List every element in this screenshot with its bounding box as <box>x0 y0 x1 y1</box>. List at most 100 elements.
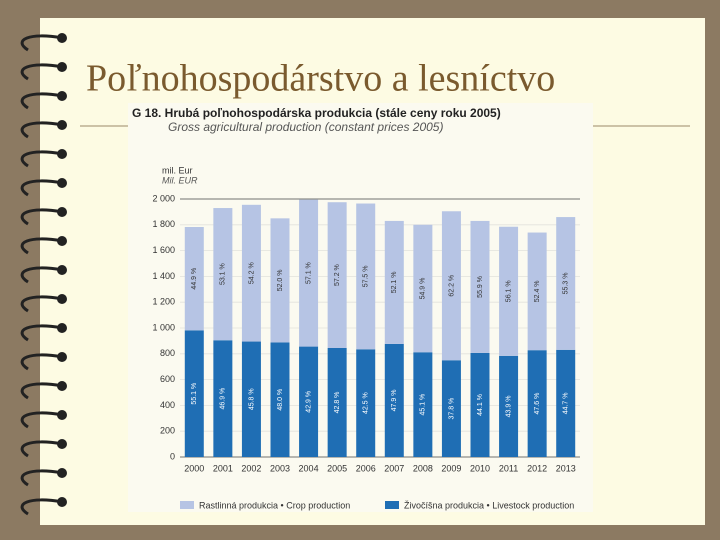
bar-segment <box>556 217 576 350</box>
ring-hole <box>57 120 67 130</box>
ring-hole <box>57 497 67 507</box>
ring <box>20 179 63 197</box>
share-label: 55.1 % <box>191 383 198 405</box>
bar-segment <box>470 352 490 457</box>
ring <box>20 295 63 313</box>
ring-hole <box>57 323 67 333</box>
bar-segment <box>184 330 204 457</box>
y-tick-label: 400 <box>160 400 175 410</box>
bar-segment <box>213 340 233 457</box>
share-label: 47.6 % <box>534 393 541 415</box>
ring-hole <box>57 33 67 43</box>
legend-label: Rastlinná produkcia • Crop production <box>199 500 350 510</box>
share-label: 44.7 % <box>563 393 570 415</box>
ring <box>20 469 63 487</box>
bar-segment <box>184 226 204 331</box>
x-tick-label: 2007 <box>384 463 404 473</box>
x-tick-label: 2008 <box>413 463 433 473</box>
bar-segment <box>356 349 376 457</box>
ring-hole <box>57 468 67 478</box>
share-label: 57.2 % <box>334 264 341 286</box>
ring-hole <box>57 381 67 391</box>
ring-hole <box>57 149 67 159</box>
ring <box>20 382 63 400</box>
bar-segment <box>527 350 547 457</box>
ring <box>20 440 63 458</box>
share-label: 42.9 % <box>305 391 312 413</box>
chart-subtitle: Gross agricultural production (constant … <box>168 120 443 134</box>
bar-segment <box>441 360 461 457</box>
y-tick-label: 2 000 <box>152 193 175 203</box>
legend-label: Živočíšna produkcia • Livestock producti… <box>404 500 574 510</box>
ring <box>20 353 63 371</box>
y-tick-label: 1 800 <box>152 219 175 229</box>
ring <box>20 411 63 429</box>
share-label: 43.9 % <box>505 396 512 418</box>
ring <box>20 63 63 81</box>
bar-segment <box>299 346 319 457</box>
bar-segment <box>499 355 519 457</box>
share-label: 57.5 % <box>363 266 370 288</box>
ring-hole <box>57 439 67 449</box>
ring-hole <box>57 207 67 217</box>
bar-segment <box>356 203 376 350</box>
bar-segment <box>270 342 290 457</box>
chart-title: G 18. Hrubá poľnohospodárska produkcia (… <box>132 106 501 120</box>
x-tick-label: 2002 <box>241 463 261 473</box>
ring-hole <box>57 410 67 420</box>
slide-title: Poľnohospodárstvo a lesníctvo <box>86 58 555 100</box>
share-label: 55.9 % <box>477 276 484 298</box>
ring <box>20 324 63 342</box>
share-label: 56.1 % <box>505 280 512 302</box>
share-label: 55.3 % <box>563 273 570 295</box>
ring-hole <box>57 178 67 188</box>
bar-segment <box>441 211 461 361</box>
bar-segment <box>241 204 261 342</box>
y-tick-label: 1 000 <box>152 322 175 332</box>
share-label: 52.1 % <box>391 272 398 294</box>
share-label: 44.9 % <box>191 268 198 290</box>
x-tick-label: 2003 <box>270 463 290 473</box>
y-axis-label: mil. Eur <box>162 165 193 175</box>
share-label: 45.1 % <box>420 394 427 416</box>
x-tick-label: 2013 <box>556 463 576 473</box>
x-tick-label: 2011 <box>499 463 518 473</box>
share-label: 53.1 % <box>220 263 227 285</box>
share-label: 52.4 % <box>534 280 541 302</box>
bar-segment <box>299 199 319 347</box>
bar-segment <box>327 202 347 348</box>
bar-segment <box>556 349 576 457</box>
share-label: 37.8 % <box>448 398 455 420</box>
y-tick-label: 0 <box>170 451 175 461</box>
ring <box>20 237 63 255</box>
share-label: 44.1 % <box>477 394 484 416</box>
ring-hole <box>57 352 67 362</box>
bar-segment <box>384 343 404 457</box>
ring-hole <box>57 236 67 246</box>
share-label: 62.2 % <box>448 275 455 297</box>
ring <box>20 92 63 110</box>
ring-hole <box>57 91 67 101</box>
ring <box>20 208 63 226</box>
ring <box>20 34 63 52</box>
bar-segment <box>413 352 433 457</box>
x-tick-label: 2009 <box>441 463 461 473</box>
bar-segment <box>470 220 490 353</box>
bar-segment <box>527 232 547 351</box>
bar-segment <box>241 341 261 457</box>
x-tick-label: 2000 <box>184 463 204 473</box>
y-tick-label: 1 600 <box>152 245 175 255</box>
bar-segment <box>270 218 290 343</box>
share-label: 42.8 % <box>334 392 341 414</box>
ring-hole <box>57 62 67 72</box>
bar-segment <box>413 224 433 353</box>
ring <box>20 121 63 139</box>
x-tick-label: 2006 <box>356 463 376 473</box>
x-tick-label: 2012 <box>527 463 547 473</box>
y-tick-label: 200 <box>160 426 175 436</box>
share-label: 54.2 % <box>248 262 255 284</box>
ring-hole <box>57 294 67 304</box>
ring <box>20 266 63 284</box>
